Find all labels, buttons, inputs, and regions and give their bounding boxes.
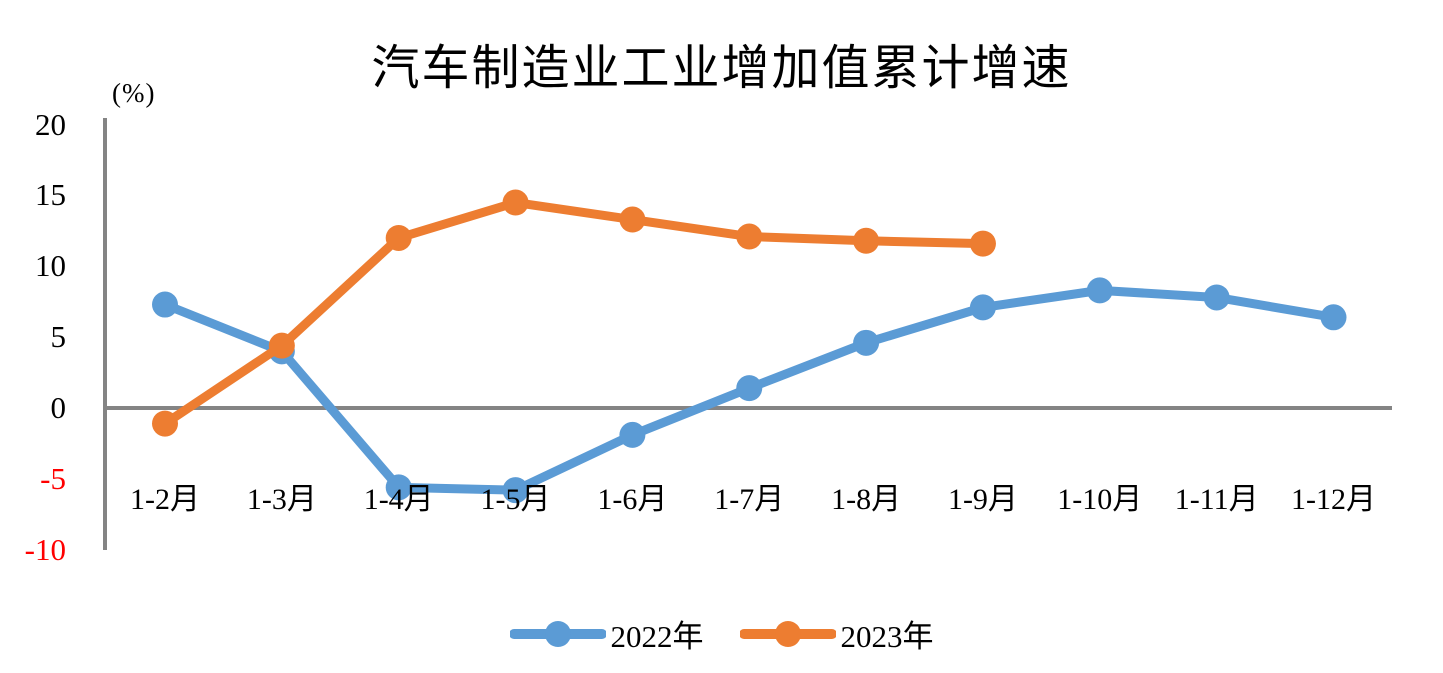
data-point [152, 291, 178, 318]
data-point [1320, 304, 1347, 331]
legend: 2022年 2023年 [0, 611, 1443, 656]
series-layer [152, 189, 1347, 504]
series-2022年 [152, 277, 1347, 504]
data-point [502, 477, 529, 504]
data-point [268, 332, 295, 359]
data-point [736, 223, 763, 250]
legend-label: 2022年 [610, 619, 704, 654]
data-point [152, 410, 178, 437]
data-point [853, 329, 880, 356]
legend-item-2022年: 2022年 [509, 611, 704, 656]
data-point [385, 474, 412, 501]
series-2023年 [152, 189, 996, 437]
data-point [969, 230, 996, 257]
data-point [853, 227, 880, 254]
legend-marker-icon [509, 620, 606, 647]
legend-marker-icon [739, 620, 836, 647]
data-point [969, 294, 996, 321]
data-point [1203, 284, 1230, 311]
data-point [619, 206, 646, 233]
chart-title: 汽车制造业工业增加值累计增速 [371, 42, 1072, 95]
data-point [736, 375, 763, 402]
data-point [619, 421, 646, 448]
y-axis-unit-label: (%) [112, 78, 156, 108]
legend-item-2023年: 2023年 [739, 611, 934, 656]
legend-label: 2023年 [840, 619, 934, 654]
data-point [502, 189, 529, 216]
data-point [385, 224, 412, 251]
data-point [1086, 277, 1113, 304]
